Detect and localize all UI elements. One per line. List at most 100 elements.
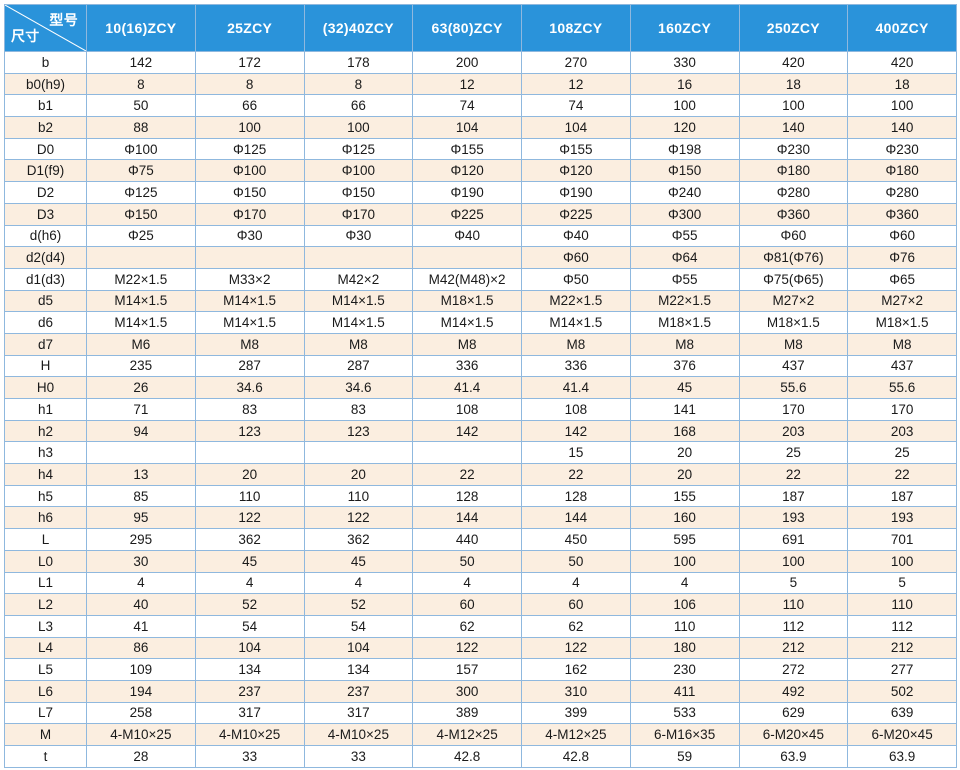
value-cell: 50 bbox=[87, 95, 196, 117]
table-row: D2 Φ125 Φ150 Φ150 Φ190 Φ190 Φ240 Φ280 Φ280 bbox=[5, 182, 957, 204]
value-cell: M22×1.5 bbox=[522, 290, 631, 312]
value-cell: 34.6 bbox=[304, 377, 413, 399]
value-cell: M8 bbox=[630, 333, 739, 355]
dimension-label: D1(f9) bbox=[5, 160, 87, 182]
value-cell: 362 bbox=[195, 529, 304, 551]
value-cell: 74 bbox=[413, 95, 522, 117]
value-cell: M27×2 bbox=[848, 290, 957, 312]
value-cell: 4 bbox=[195, 572, 304, 594]
dimension-label: L6 bbox=[5, 680, 87, 702]
value-cell: Φ75 bbox=[87, 160, 196, 182]
value-cell: Φ30 bbox=[195, 225, 304, 247]
value-cell: 42.8 bbox=[522, 746, 631, 768]
table-row: t 28 33 33 42.8 42.8 59 63.9 63.9 bbox=[5, 746, 957, 768]
table-row: H 235 287 287 336 336 376 437 437 bbox=[5, 355, 957, 377]
dimension-axis-label: 尺寸 bbox=[11, 26, 40, 46]
value-cell: 18 bbox=[848, 73, 957, 95]
value-cell: 157 bbox=[413, 659, 522, 681]
value-cell: 8 bbox=[195, 73, 304, 95]
value-cell: 85 bbox=[87, 485, 196, 507]
value-cell: 6-M16×35 bbox=[630, 724, 739, 746]
dimension-label: d5 bbox=[5, 290, 87, 312]
table-row: h1 71 83 83 108 108 141 170 170 bbox=[5, 399, 957, 421]
value-cell: 22 bbox=[522, 464, 631, 486]
value-cell: 193 bbox=[739, 507, 848, 529]
value-cell: Φ40 bbox=[522, 225, 631, 247]
value-cell: 6-M20×45 bbox=[739, 724, 848, 746]
dimension-label: L1 bbox=[5, 572, 87, 594]
value-cell: Φ225 bbox=[413, 203, 522, 225]
value-cell: M27×2 bbox=[739, 290, 848, 312]
value-cell: 110 bbox=[304, 485, 413, 507]
dimension-label: d2(d4) bbox=[5, 247, 87, 269]
value-cell: 110 bbox=[848, 594, 957, 616]
dimension-label: L bbox=[5, 529, 87, 551]
value-cell: Φ25 bbox=[87, 225, 196, 247]
dimension-label: L4 bbox=[5, 637, 87, 659]
value-cell: 22 bbox=[413, 464, 522, 486]
value-cell: 45 bbox=[304, 550, 413, 572]
dimension-label: d7 bbox=[5, 333, 87, 355]
value-cell: 63.9 bbox=[848, 746, 957, 768]
value-cell: 12 bbox=[413, 73, 522, 95]
value-cell: 120 bbox=[630, 117, 739, 139]
value-cell: 4 bbox=[304, 572, 413, 594]
value-cell: 50 bbox=[522, 550, 631, 572]
value-cell: 20 bbox=[630, 464, 739, 486]
value-cell: Φ81(Φ76) bbox=[739, 247, 848, 269]
table-row: h2 94 123 123 142 142 168 203 203 bbox=[5, 420, 957, 442]
value-cell: 50 bbox=[413, 550, 522, 572]
value-cell: M18×1.5 bbox=[630, 312, 739, 334]
table-row: d(h6) Φ25 Φ30 Φ30 Φ40 Φ40 Φ55 Φ60 Φ60 bbox=[5, 225, 957, 247]
table-row: d7 M6 M8 M8 M8 M8 M8 M8 M8 bbox=[5, 333, 957, 355]
table-row: b1 50 66 66 74 74 100 100 100 bbox=[5, 95, 957, 117]
value-cell: 94 bbox=[87, 420, 196, 442]
value-cell: 128 bbox=[522, 485, 631, 507]
value-cell: 54 bbox=[304, 615, 413, 637]
header-row: 型号 尺寸 10(16)ZCY 25ZCY (32)40ZCY 63(80)ZC… bbox=[5, 5, 957, 52]
value-cell: 108 bbox=[413, 399, 522, 421]
value-cell: 170 bbox=[739, 399, 848, 421]
value-cell: 160 bbox=[630, 507, 739, 529]
value-cell: 212 bbox=[739, 637, 848, 659]
value-cell: Φ76 bbox=[848, 247, 957, 269]
dimension-label: b1 bbox=[5, 95, 87, 117]
value-cell: 25 bbox=[848, 442, 957, 464]
value-cell: 52 bbox=[304, 594, 413, 616]
value-cell: 100 bbox=[304, 117, 413, 139]
value-cell: 74 bbox=[522, 95, 631, 117]
value-cell: 141 bbox=[630, 399, 739, 421]
dimension-label: h4 bbox=[5, 464, 87, 486]
value-cell: 230 bbox=[630, 659, 739, 681]
value-cell: 4 bbox=[87, 572, 196, 594]
table-row: d2(d4) Φ60 Φ64 Φ81(Φ76) Φ76 bbox=[5, 247, 957, 269]
value-cell: Φ230 bbox=[848, 138, 957, 160]
value-cell: Φ280 bbox=[739, 182, 848, 204]
value-cell: 8 bbox=[304, 73, 413, 95]
table-row: L1 4 4 4 4 4 4 5 5 bbox=[5, 572, 957, 594]
value-cell: 66 bbox=[195, 95, 304, 117]
value-cell: 6-M20×45 bbox=[848, 724, 957, 746]
value-cell: M8 bbox=[304, 333, 413, 355]
value-cell: Φ360 bbox=[739, 203, 848, 225]
value-cell: 187 bbox=[739, 485, 848, 507]
value-cell: Φ180 bbox=[739, 160, 848, 182]
dimension-label: D0 bbox=[5, 138, 87, 160]
value-cell: 71 bbox=[87, 399, 196, 421]
value-cell: 336 bbox=[522, 355, 631, 377]
value-cell: 110 bbox=[195, 485, 304, 507]
value-cell: M33×2 bbox=[195, 268, 304, 290]
value-cell: M14×1.5 bbox=[195, 312, 304, 334]
dimension-label: h3 bbox=[5, 442, 87, 464]
value-cell: 128 bbox=[413, 485, 522, 507]
value-cell: 63.9 bbox=[739, 746, 848, 768]
value-cell: 212 bbox=[848, 637, 957, 659]
value-cell: M8 bbox=[739, 333, 848, 355]
model-header: 63(80)ZCY bbox=[413, 5, 522, 52]
dimension-label: H0 bbox=[5, 377, 87, 399]
value-cell: 362 bbox=[304, 529, 413, 551]
value-cell: M6 bbox=[87, 333, 196, 355]
table-row: L3 41 54 54 62 62 110 112 112 bbox=[5, 615, 957, 637]
value-cell: 40 bbox=[87, 594, 196, 616]
value-cell: M14×1.5 bbox=[304, 312, 413, 334]
